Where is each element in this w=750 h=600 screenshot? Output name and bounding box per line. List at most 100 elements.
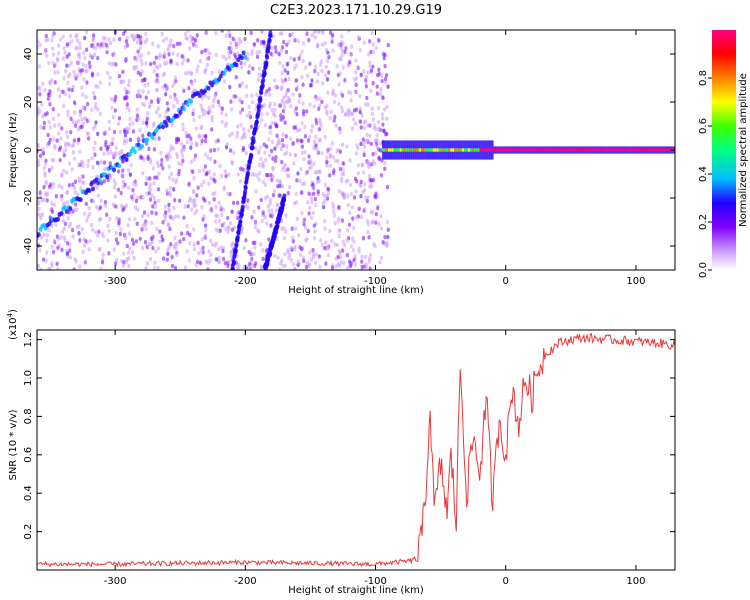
heatmap-cell bbox=[244, 84, 249, 89]
heatmap-cell bbox=[151, 166, 156, 171]
heatmap-cell bbox=[197, 133, 201, 138]
heatmap-cell bbox=[226, 191, 230, 196]
heatmap-cell bbox=[65, 63, 69, 68]
heatmap-cell bbox=[320, 242, 325, 247]
heatmap-cell bbox=[98, 111, 103, 116]
heatmap-cell bbox=[63, 142, 68, 148]
heatmap-cell bbox=[112, 185, 116, 190]
heatmap-cell bbox=[141, 171, 145, 176]
heatmap-cell bbox=[92, 146, 96, 151]
heatmap-cell bbox=[193, 78, 197, 83]
heatmap-cell bbox=[356, 171, 361, 176]
heatmap-streak-cell bbox=[182, 106, 187, 112]
heatmap-cell bbox=[274, 49, 278, 54]
heatmap-cell bbox=[294, 106, 298, 111]
heatmap-cell bbox=[337, 101, 341, 107]
heatmap-cell bbox=[196, 64, 200, 69]
heatmap-cell bbox=[319, 123, 323, 129]
heatmap-cell bbox=[171, 122, 175, 128]
heatmap-cell bbox=[86, 136, 91, 141]
heatmap-cell bbox=[85, 47, 89, 52]
heatmap-cell bbox=[52, 137, 56, 142]
heatmap-cell bbox=[115, 257, 119, 263]
heatmap-cell bbox=[110, 62, 114, 67]
heatmap-cell bbox=[360, 254, 364, 260]
heatmap-cell bbox=[166, 222, 170, 227]
heatmap-cell bbox=[182, 147, 186, 152]
carrier-core-cell bbox=[653, 148, 656, 152]
heatmap-cell bbox=[203, 48, 207, 53]
heatmap-cell bbox=[368, 266, 372, 270]
heatmap-cell bbox=[56, 267, 60, 270]
heatmap-cell bbox=[108, 75, 112, 80]
heatmap-cell bbox=[313, 196, 317, 202]
heatmap-cell bbox=[278, 180, 282, 185]
heatmap-cell bbox=[283, 93, 288, 99]
heatmap-cell bbox=[358, 110, 362, 115]
carrier-core-cell bbox=[387, 148, 391, 152]
heatmap-cell bbox=[120, 203, 124, 209]
heatmap-cell bbox=[239, 109, 243, 115]
heatmap-cell bbox=[200, 107, 204, 112]
heatmap-cell bbox=[114, 261, 118, 266]
heatmap-cell bbox=[377, 67, 381, 73]
carrier-core-cell bbox=[579, 148, 582, 152]
heatmap-cell bbox=[338, 130, 342, 135]
heatmap-cell bbox=[154, 249, 158, 254]
heatmap-cell bbox=[42, 185, 46, 190]
heatmap-cell bbox=[205, 56, 209, 62]
heatmap-cell bbox=[217, 246, 221, 252]
carrier-core-cell bbox=[585, 148, 588, 152]
heatmap-cell bbox=[317, 127, 322, 132]
heatmap-cell bbox=[296, 233, 301, 238]
heatmap-cell bbox=[175, 154, 179, 159]
heatmap-cell bbox=[370, 210, 374, 215]
heatmap-cell bbox=[150, 210, 154, 215]
heatmap-cell bbox=[68, 248, 72, 253]
spectrogram-y-tick-label: 0 bbox=[23, 147, 34, 153]
heatmap-cell bbox=[195, 33, 199, 38]
heatmap-cell bbox=[291, 262, 296, 267]
heatmap-cell bbox=[269, 51, 273, 56]
heatmap-streak-cell bbox=[145, 137, 150, 143]
heatmap-cell bbox=[181, 158, 185, 163]
heatmap-cell bbox=[148, 188, 152, 193]
heatmap-cell bbox=[160, 157, 164, 163]
heatmap-cell bbox=[167, 244, 171, 250]
heatmap-cell bbox=[62, 149, 66, 155]
heatmap-cell bbox=[51, 33, 55, 39]
heatmap-cell bbox=[251, 240, 255, 246]
heatmap-cell bbox=[173, 96, 177, 101]
heatmap-cell bbox=[38, 92, 42, 97]
heatmap-cell bbox=[125, 126, 129, 131]
heatmap-cell bbox=[112, 37, 116, 42]
heatmap-cell bbox=[369, 49, 373, 55]
heatmap-cell bbox=[60, 247, 64, 253]
heatmap-cell bbox=[270, 45, 274, 51]
heatmap-cell bbox=[273, 113, 277, 118]
heatmap-cell bbox=[123, 129, 127, 135]
heatmap-cell bbox=[103, 166, 107, 172]
heatmap-cell bbox=[287, 173, 291, 179]
heatmap-cell bbox=[52, 158, 56, 163]
heatmap-cell bbox=[223, 123, 228, 129]
heatmap-cell bbox=[107, 228, 111, 234]
heatmap-cell bbox=[271, 156, 275, 161]
heatmap-cell bbox=[315, 96, 319, 102]
heatmap-cell bbox=[203, 152, 208, 157]
heatmap-cell bbox=[364, 119, 368, 124]
heatmap-cell bbox=[343, 77, 347, 83]
heatmap-streak-cell bbox=[254, 119, 259, 125]
heatmap-streak-cell bbox=[112, 167, 117, 173]
carrier-core-cell bbox=[393, 148, 396, 152]
heatmap-cell bbox=[66, 251, 70, 256]
carrier-core-cell bbox=[610, 148, 613, 152]
heatmap-cell bbox=[112, 129, 117, 135]
heatmap-cell bbox=[82, 180, 86, 186]
carrier-core-cell bbox=[637, 148, 641, 152]
heatmap-cell bbox=[262, 39, 266, 45]
heatmap-cell bbox=[92, 33, 96, 38]
heatmap-streak-cell bbox=[250, 145, 255, 151]
heatmap-cell bbox=[130, 237, 135, 243]
